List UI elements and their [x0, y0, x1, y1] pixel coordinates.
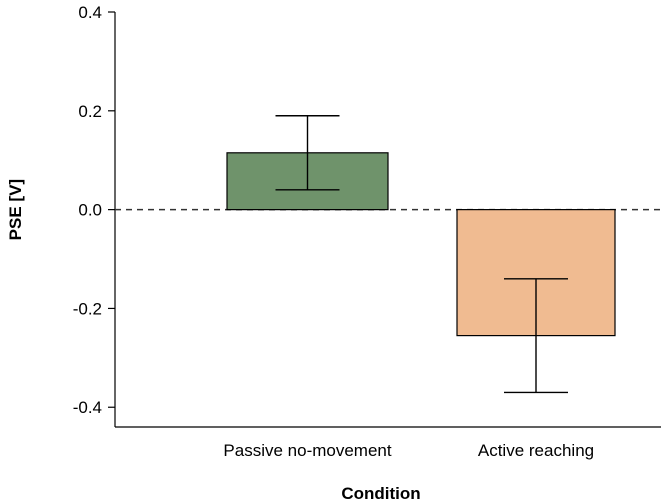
y-tick-label: -0.2	[73, 299, 102, 318]
y-tick-label: 0.4	[78, 3, 102, 22]
y-ticks: 0.4 0.2 0.0 -0.2 -0.4	[73, 3, 115, 417]
y-tick-label: -0.4	[73, 398, 102, 417]
axes	[114, 12, 661, 428]
x-category-labels: Passive no-movement Active reaching	[223, 441, 594, 460]
x-category-label: Active reaching	[478, 441, 594, 460]
x-axis-title: Condition	[341, 484, 420, 503]
bars	[226, 152, 616, 337]
y-tick-label: 0.0	[78, 201, 102, 220]
y-tick-label: 0.2	[78, 102, 102, 121]
error-bars	[275, 115, 568, 394]
y-axis-title: PSE [V]	[6, 179, 25, 240]
x-category-label: Passive no-movement	[223, 441, 391, 460]
